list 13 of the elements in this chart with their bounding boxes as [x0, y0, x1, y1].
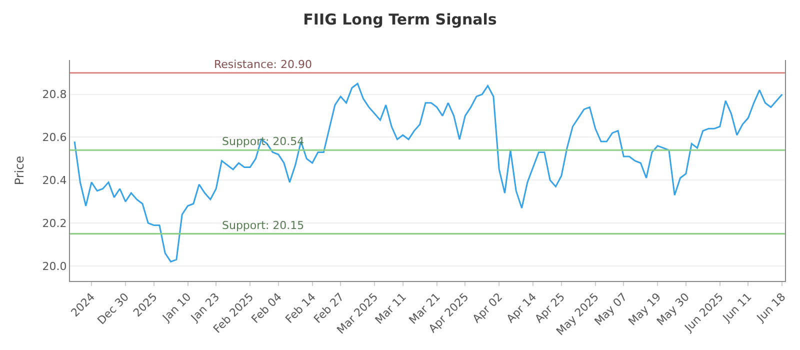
ref-line-label: Support: 20.15: [222, 219, 304, 232]
x-tick-label: Dec 30: [94, 290, 132, 328]
x-tick-label: Apr 02: [470, 290, 506, 326]
y-tick-label: 20.8: [42, 88, 67, 102]
y-tick-label: 20.0: [42, 260, 67, 273]
chart-title: FIIG Long Term Signals: [303, 10, 497, 28]
y-tick-label: 20.4: [42, 174, 67, 188]
y-tick-label: 20.6: [42, 131, 67, 144]
ref-line-label: Resistance: 20.90: [214, 58, 312, 71]
x-tick-label: Jun 18: [754, 290, 788, 325]
y-axis-title: Price: [12, 156, 27, 186]
line-series: [74, 82, 783, 262]
y-tick-label: 20.2: [42, 216, 67, 230]
